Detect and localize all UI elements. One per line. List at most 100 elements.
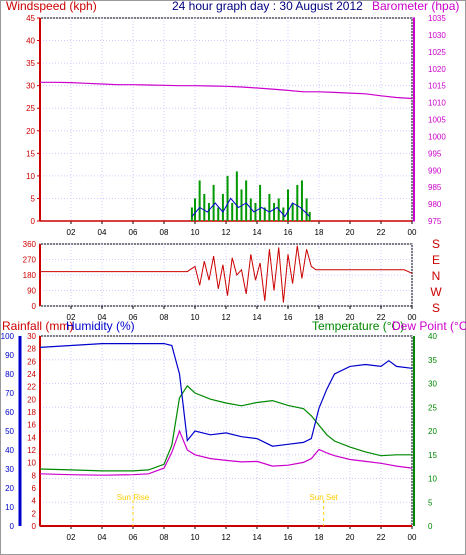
rainfall-tick-label: 18 bbox=[27, 408, 36, 417]
x-tick-label: 14 bbox=[253, 533, 262, 542]
humidity-tick-label: 30 bbox=[5, 465, 14, 474]
sunset-label: Sun Set bbox=[309, 493, 338, 502]
rainfall-tick-label: 20 bbox=[27, 395, 36, 404]
barometer-tick-label: 975 bbox=[428, 217, 442, 226]
humidity-tick-label: 20 bbox=[5, 484, 14, 493]
barometer-tick-label: 985 bbox=[428, 183, 442, 192]
x-tick-label: 06 bbox=[129, 228, 138, 237]
humidity-tick-label: 90 bbox=[5, 351, 14, 360]
sunrise-label: Sun Rise bbox=[117, 493, 150, 502]
barometer-axis-title: Barometer (hpa) bbox=[372, 0, 459, 13]
rainfall-tick-label: 12 bbox=[27, 446, 36, 455]
temperature-tick-label: 15 bbox=[428, 451, 437, 460]
rainfall-tick-label: 22 bbox=[27, 383, 36, 392]
x-tick-label: 22 bbox=[377, 533, 386, 542]
x-tick-label: 08 bbox=[160, 313, 169, 322]
rainfall-tick-label: 28 bbox=[27, 345, 36, 354]
direction-tick-label: 0 bbox=[32, 302, 37, 311]
humidity-tick-label: 60 bbox=[5, 408, 14, 417]
barometer-tick-label: 1000 bbox=[428, 132, 446, 141]
rainfall-tick-label: 30 bbox=[27, 332, 36, 341]
humidity-tick-label: 100 bbox=[1, 332, 15, 341]
temperature-tick-label: 35 bbox=[428, 356, 437, 365]
x-tick-label: 04 bbox=[98, 533, 107, 542]
temperature-tick-label: 5 bbox=[428, 498, 433, 507]
barometer-tick-label: 1005 bbox=[428, 116, 446, 125]
barometer-tick-label: 1010 bbox=[428, 99, 446, 108]
x-tick-label: 14 bbox=[253, 228, 262, 237]
x-tick-label: 14 bbox=[253, 313, 262, 322]
barometer-tick-label: 1025 bbox=[428, 48, 446, 57]
windspeed-tick-label: 15 bbox=[26, 149, 35, 158]
graph-title: 24 hour graph day : 30 August 2012 bbox=[172, 0, 363, 13]
barometer-tick-label: 1035 bbox=[428, 14, 446, 23]
temperature-tick-label: 20 bbox=[428, 427, 437, 436]
x-tick-label: 12 bbox=[222, 228, 231, 237]
dewpoint-axis-title: Dew Point (°C) bbox=[392, 319, 466, 333]
x-tick-label: 04 bbox=[98, 313, 107, 322]
wind-barometer-panel: 0510152025303540459759809859909951000100… bbox=[26, 14, 446, 237]
rainfall-tick-label: 2 bbox=[32, 509, 37, 518]
windspeed-tick-label: 30 bbox=[26, 82, 35, 91]
barometer-tick-label: 990 bbox=[428, 166, 442, 175]
humidity-tick-label: 0 bbox=[10, 522, 15, 531]
rainfall-tick-label: 4 bbox=[32, 497, 37, 506]
windspeed-tick-label: 0 bbox=[31, 217, 36, 226]
x-tick-label: 02 bbox=[67, 313, 76, 322]
rainfall-tick-label: 0 bbox=[32, 522, 37, 531]
x-tick-label: 06 bbox=[129, 313, 138, 322]
x-tick-label: 06 bbox=[129, 533, 138, 542]
x-tick-label: 00 bbox=[408, 533, 417, 542]
windspeed-tick-label: 45 bbox=[26, 14, 35, 23]
x-tick-label: 00 bbox=[408, 228, 417, 237]
humidity-tick-label: 80 bbox=[5, 370, 14, 379]
x-tick-label: 22 bbox=[377, 313, 386, 322]
rain-humidity-temperature-panel: 0510152025303540010203040506070809010002… bbox=[1, 332, 438, 542]
barometer-tick-label: 980 bbox=[428, 200, 442, 209]
x-tick-label: 20 bbox=[346, 228, 355, 237]
temperature-line bbox=[39, 384, 412, 472]
barometer-line bbox=[40, 81, 413, 100]
x-tick-label: 04 bbox=[98, 228, 107, 237]
direction-tick-label: 360 bbox=[23, 240, 37, 249]
windspeed-axis-title: Windspeed (kph) bbox=[6, 0, 97, 13]
humidity-tick-label: 10 bbox=[5, 503, 14, 512]
x-tick-label: 10 bbox=[191, 533, 200, 542]
direction-tick-label: 270 bbox=[23, 256, 37, 265]
windspeed-tick-label: 20 bbox=[26, 127, 35, 136]
rainfall-tick-label: 8 bbox=[32, 471, 37, 480]
barometer-tick-label: 1015 bbox=[428, 82, 446, 91]
x-tick-label: 16 bbox=[284, 313, 293, 322]
compass-label: N bbox=[432, 269, 441, 283]
rainfall-tick-label: 14 bbox=[27, 433, 36, 442]
windspeed-tick-label: 10 bbox=[26, 172, 35, 181]
compass-label: W bbox=[430, 285, 442, 299]
humidity-line bbox=[39, 343, 413, 447]
x-tick-label: 22 bbox=[377, 228, 386, 237]
humidity-tick-label: 50 bbox=[5, 427, 14, 436]
x-tick-label: 08 bbox=[160, 533, 169, 542]
dewpoint-line bbox=[39, 429, 413, 476]
humidity-axis-title: Humidity (%) bbox=[66, 319, 135, 333]
x-tick-label: 08 bbox=[160, 228, 169, 237]
temperature-axis-title: Temperature (°C) bbox=[312, 319, 404, 333]
x-tick-label: 18 bbox=[315, 533, 324, 542]
x-tick-label: 16 bbox=[284, 228, 293, 237]
temperature-tick-label: 10 bbox=[428, 475, 437, 484]
x-tick-label: 20 bbox=[346, 533, 355, 542]
barometer-tick-label: 1030 bbox=[428, 31, 446, 40]
direction-tick-label: 180 bbox=[23, 271, 37, 280]
humidity-tick-label: 40 bbox=[5, 446, 14, 455]
windspeed-tick-label: 40 bbox=[26, 37, 35, 46]
x-tick-label: 18 bbox=[315, 313, 324, 322]
windspeed-tick-label: 25 bbox=[26, 104, 35, 113]
x-tick-label: 00 bbox=[408, 313, 417, 322]
x-tick-label: 10 bbox=[191, 228, 200, 237]
average-wind-line bbox=[191, 197, 311, 218]
x-tick-label: 12 bbox=[222, 533, 231, 542]
x-tick-label: 02 bbox=[67, 533, 76, 542]
x-tick-label: 12 bbox=[222, 313, 231, 322]
